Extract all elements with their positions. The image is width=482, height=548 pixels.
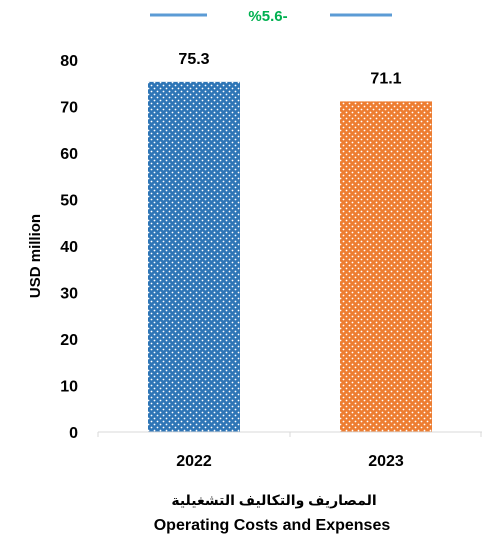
y-tick-label: 30 [60, 286, 78, 303]
legend-label: %5.6- [248, 8, 287, 25]
x-axis-title: Operating Costs and Expenses [154, 517, 391, 534]
legend: %5.6- [150, 8, 392, 25]
y-tick-label: 10 [60, 379, 78, 396]
y-tick-label: 40 [60, 239, 78, 256]
y-tick-label: 80 [60, 53, 78, 70]
y-tick-label: 20 [60, 332, 78, 349]
bars [148, 81, 432, 432]
bar-2023 [340, 101, 432, 432]
y-tick-label: 60 [60, 146, 78, 163]
y-tick-label: 50 [60, 193, 78, 210]
x-axis-title-arabic: المصاريف والتكاليف التشغيلية [171, 492, 376, 509]
bar-2022 [148, 81, 240, 432]
y-axis-title: USD million [27, 214, 44, 298]
value-label-2022: 75.3 [178, 51, 209, 68]
value-labels: 75.3 71.1 [178, 51, 401, 88]
value-label-2023: 71.1 [370, 70, 401, 87]
y-tick-label: 70 [60, 100, 78, 117]
y-axis-ticks: 0 10 20 30 40 50 60 70 80 [60, 53, 78, 442]
x-tick-label-2022: 2022 [176, 453, 212, 470]
x-tick-label-2023: 2023 [368, 453, 404, 470]
x-axis-ticks: 2022 2023 [176, 453, 404, 470]
y-tick-label: 0 [69, 425, 78, 442]
